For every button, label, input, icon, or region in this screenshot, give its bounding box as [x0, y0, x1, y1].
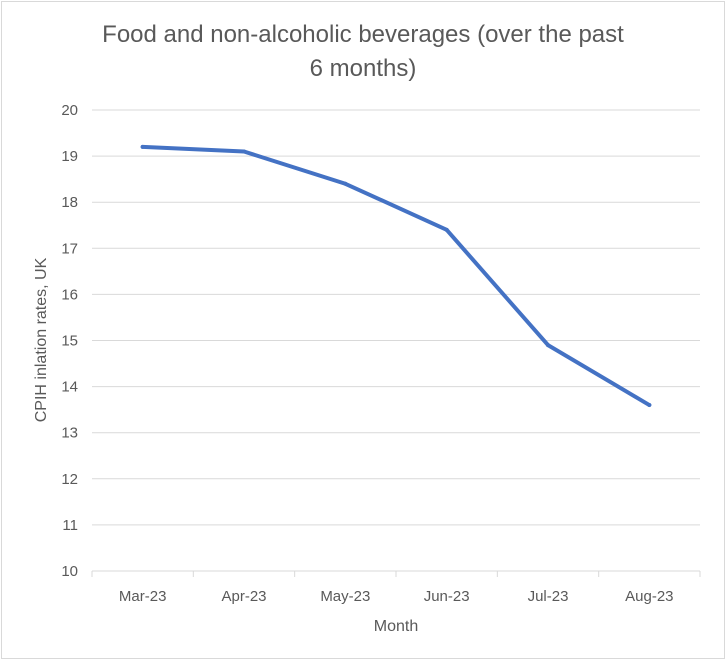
chart-title-line-2: 6 months) [309, 55, 417, 82]
y-tick-label: 14 [61, 379, 78, 396]
y-axis-title: CPIH inlation rates, UK [33, 257, 50, 422]
gridlines [91, 109, 701, 577]
data-point-Aug-23 [647, 403, 652, 408]
y-tick-label: 13 [61, 425, 78, 442]
y-tick-label: 19 [61, 148, 78, 165]
chart-title-line-1: Food and non-alcoholic beverages (over t… [102, 21, 624, 48]
x-tick-label: Aug-23 [625, 588, 673, 605]
data-point-Jun-23 [444, 227, 449, 232]
y-tick-label: 17 [61, 240, 78, 257]
x-tick-label: Jul-23 [528, 588, 569, 605]
x-tick-label: Apr-23 [221, 588, 266, 605]
x-tick-label: May-23 [320, 588, 370, 605]
data-point-May-23 [343, 181, 348, 186]
x-axis-title: Month [374, 618, 418, 635]
chart-title: Food and non-alcoholic beverages (over t… [0, 18, 726, 86]
y-tick-label: 16 [61, 286, 78, 303]
data-point-Apr-23 [242, 149, 246, 154]
data-point-Jul-23 [546, 343, 550, 348]
x-axis-tick-labels: Mar-23 Apr-23 May-23 Jun-23 Jul-23 Aug-23 [119, 588, 674, 605]
y-tick-label: 11 [62, 517, 78, 534]
series-line [140, 144, 652, 408]
y-tick-label: 10 [61, 563, 78, 580]
y-tick-label: 15 [61, 333, 78, 350]
x-tick-label: Mar-23 [119, 588, 167, 605]
y-axis-tick-labels: 10 11 12 13 14 15 16 17 18 19 20 [61, 102, 78, 580]
y-tick-label: 12 [61, 471, 78, 488]
x-tick-label: Jun-23 [424, 588, 470, 605]
series-layer [140, 144, 652, 408]
y-tick-label: 20 [61, 102, 78, 119]
y-tick-label: 18 [61, 194, 78, 211]
data-point-Mar-23 [140, 144, 145, 149]
